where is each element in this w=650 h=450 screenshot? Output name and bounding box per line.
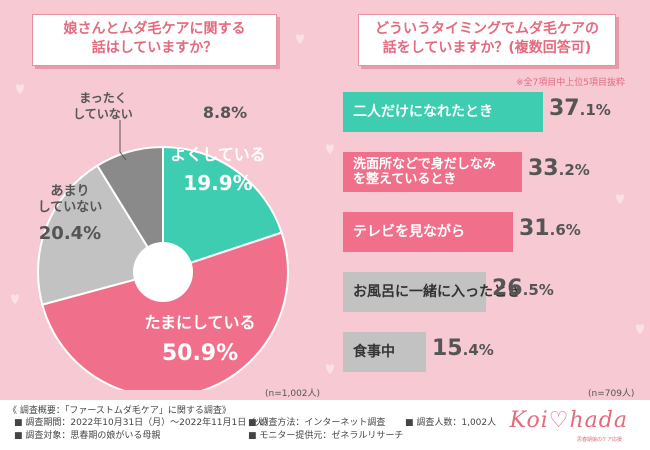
- pie-chart-title: 娘さんとムダ毛ケアに関する 話はしていますか？: [32, 14, 277, 66]
- bg-heart-icon: [326, 364, 334, 374]
- pie-label-never: まったく: [79, 91, 127, 105]
- bar-row: 二人だけになれたとき 37.1%: [343, 92, 633, 132]
- bg-heart-icon: [296, 34, 304, 44]
- bar-label: お風呂に一緒に入ったとき: [353, 283, 521, 300]
- pie-label-rarely: あまり: [50, 184, 89, 199]
- pie-slice-rarely: [37, 164, 165, 306]
- pie-label-often: よくしている: [170, 145, 266, 164]
- bar-value: 26.5%: [492, 276, 554, 301]
- bar-row: 洗面所などで身だしなみ を整えているとき 33.2%: [343, 152, 633, 192]
- survey-count: ■ 調査人数：1,002人: [405, 418, 497, 428]
- bar: [343, 332, 426, 372]
- bar-label: 食事中: [353, 343, 395, 360]
- bg-heart-icon: [636, 324, 644, 334]
- bar-row: テレビを見ながら 31.6%: [343, 212, 633, 252]
- bar: [343, 272, 486, 312]
- bar-sample-size: (n=709人): [588, 389, 635, 399]
- pie-slice-sometimes: [41, 231, 289, 390]
- bar-value: 33.2%: [528, 156, 590, 181]
- pie-label-rarely: していない: [38, 200, 103, 215]
- bar: [343, 212, 513, 252]
- bg-heart-icon: [616, 194, 624, 204]
- brand-logo-subtitle: 思春期娘のケア応援: [576, 437, 622, 443]
- survey-footer: 《 調査概要：「ファーストムダ毛ケア」に関する調査》 ■ 調査期間：2022年1…: [0, 400, 650, 450]
- pie-sample-size: (n=1,002人): [265, 389, 321, 399]
- pie-value-rarely: 20.4%: [39, 223, 101, 244]
- bar-chart-note: ※全7項目中上位5項目抜粋: [516, 78, 625, 88]
- survey-provider: ■ モニター提供元：ゼネラルリサーチ: [248, 431, 404, 441]
- pie-value-never: 8.8%: [203, 103, 247, 122]
- bar: [343, 152, 522, 192]
- bar-value: 37.1%: [549, 96, 611, 121]
- survey-method: ■ 調査方法：インターネット調査: [248, 418, 386, 428]
- bg-heart-icon: [326, 144, 334, 154]
- survey-period: ■ 調査期間：2022年10月31日（月）～2022年11月1日（火）: [14, 418, 274, 428]
- bar-label: テレビを見ながら: [353, 223, 465, 240]
- bar-label: 洗面所などで身だしなみ を整えているとき: [353, 157, 496, 187]
- bar-value: 15.4%: [432, 336, 494, 361]
- pie-value-sometimes: 50.9%: [162, 341, 238, 366]
- pie-label-sometimes: たまにしている: [144, 313, 255, 332]
- bar-row: 食事中 15.4%: [343, 332, 633, 372]
- bg-heart-icon: [11, 294, 19, 304]
- bar-row: お風呂に一緒に入ったとき 26.5%: [343, 272, 633, 312]
- pie-slice-never: [95, 145, 164, 276]
- survey-target: ■ 調査対象：思春期の娘がいる母親: [14, 431, 161, 441]
- pie-label-never: していない: [73, 107, 133, 121]
- pie-value-often: 19.9%: [183, 171, 252, 195]
- bar-chart-title: どういうタイミングでムダ毛ケアの 話をしていますか？(複数回答可): [358, 14, 616, 66]
- bar-chart: 二人だけになれたとき 37.1% 洗面所などで身だしなみ を整えているとき 33.2%…: [343, 92, 633, 392]
- survey-title: 《 調査概要：「ファーストムダ毛ケア」に関する調査》: [8, 406, 231, 416]
- bar-label: 二人だけになれたとき: [353, 103, 493, 120]
- bar: [343, 92, 543, 132]
- pie-slice-often: [162, 145, 283, 274]
- bg-heart-icon: [16, 84, 24, 94]
- pie-leader-line: [119, 120, 127, 161]
- pie-center-hole: [133, 242, 193, 302]
- bar-value: 31.6%: [519, 216, 581, 241]
- brand-logo: Koi♡hada: [509, 408, 628, 433]
- pie-chart: よくしている19.9%たまにしている50.9%あまりしていない20.4%まったく…: [37, 91, 289, 390]
